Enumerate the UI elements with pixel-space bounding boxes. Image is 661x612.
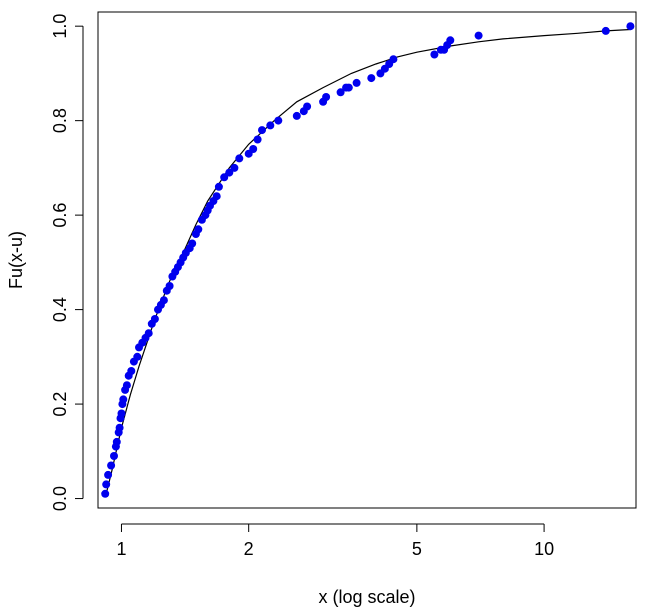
data-point xyxy=(266,121,275,130)
data-point xyxy=(352,78,361,87)
data-point xyxy=(322,93,331,101)
data-point xyxy=(235,154,244,163)
data-point xyxy=(122,381,131,390)
y-tick-label: 0.0 xyxy=(50,486,70,511)
y-tick-label: 0.6 xyxy=(50,203,70,228)
data-point xyxy=(159,296,168,305)
data-point xyxy=(117,409,126,418)
data-point xyxy=(165,282,174,290)
x-tick-label: 10 xyxy=(534,539,554,559)
data-point xyxy=(101,489,110,498)
x-tick-label: 2 xyxy=(244,539,254,559)
fitted-curve xyxy=(105,28,631,494)
data-point xyxy=(249,145,258,153)
data-point xyxy=(115,423,124,432)
y-tick-label: 1.0 xyxy=(50,14,70,39)
data-point xyxy=(601,26,610,35)
data-point xyxy=(212,192,221,201)
data-point xyxy=(107,461,116,470)
data-point xyxy=(626,22,635,31)
data-point xyxy=(133,352,142,361)
data-point xyxy=(220,173,229,182)
data-point xyxy=(274,116,283,125)
data-point xyxy=(225,168,234,177)
data-point xyxy=(119,395,128,404)
data-point xyxy=(367,74,376,83)
x-tick-label: 5 xyxy=(412,539,422,559)
x-tick-label: 1 xyxy=(116,539,126,559)
data-point xyxy=(344,83,353,92)
y-axis: 0.0 0.2 0.4 0.6 0.8 1.0 xyxy=(50,14,84,511)
data-point xyxy=(292,111,301,120)
fitted-curve-layer xyxy=(105,28,631,494)
data-point xyxy=(194,225,203,234)
data-points-layer xyxy=(101,22,635,498)
data-point xyxy=(474,31,483,40)
y-tick-label: 0.8 xyxy=(50,108,70,133)
y-axis-title: Fu(x-u) xyxy=(6,231,26,289)
data-point xyxy=(102,480,111,489)
data-point xyxy=(104,470,113,479)
data-point xyxy=(303,102,312,111)
data-point xyxy=(127,367,136,375)
data-point xyxy=(253,135,262,144)
data-point xyxy=(112,437,121,446)
data-point xyxy=(230,163,239,172)
data-point xyxy=(258,126,266,135)
data-point xyxy=(446,36,455,45)
data-point xyxy=(214,182,223,191)
data-point xyxy=(389,55,398,64)
plot-frame xyxy=(97,11,637,509)
x-axis: 1 2 5 10 xyxy=(116,523,554,559)
data-point xyxy=(336,88,345,97)
data-point xyxy=(188,239,197,248)
y-tick-label: 0.4 xyxy=(50,297,70,322)
data-point xyxy=(110,452,118,460)
x-axis-title: x (log scale) xyxy=(318,587,415,607)
data-point xyxy=(144,329,153,338)
y-tick-label: 0.2 xyxy=(50,392,70,417)
data-point xyxy=(430,50,439,59)
data-point xyxy=(150,315,159,323)
